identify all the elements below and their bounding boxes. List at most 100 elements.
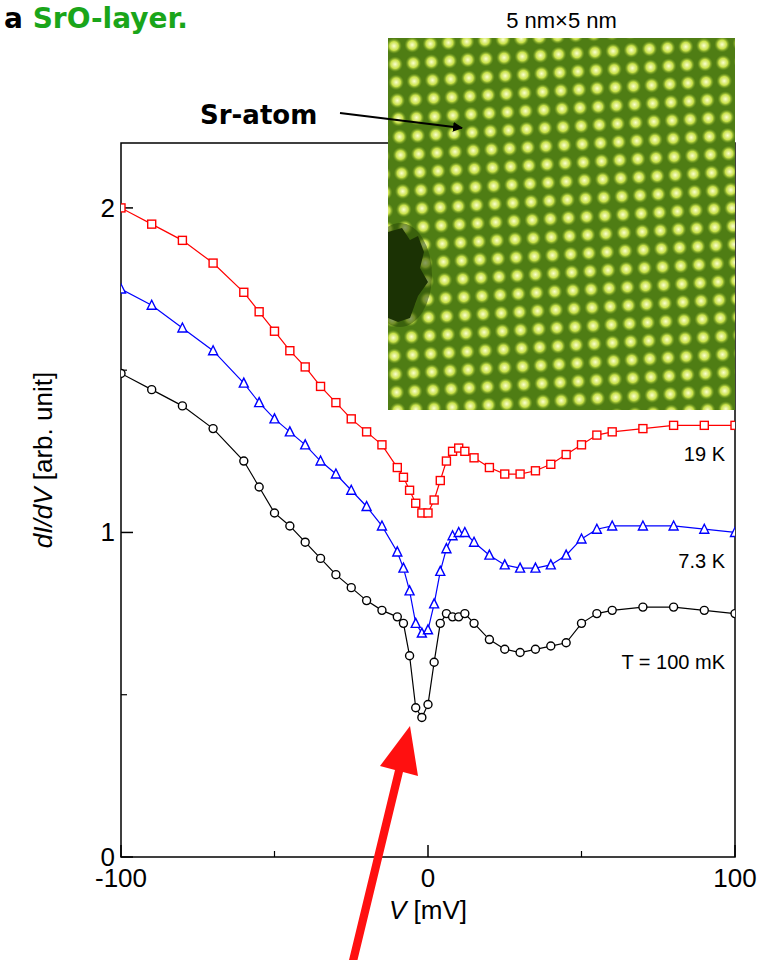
point: [301, 363, 309, 371]
lattice-spot: [588, 62, 604, 78]
lattice-spot: [650, 186, 666, 202]
point: [378, 606, 386, 614]
lattice-spot: [695, 329, 711, 345]
lattice-spot: [453, 235, 469, 251]
lattice-spot: [388, 74, 404, 90]
lattice-spot: [732, 327, 735, 343]
point: [670, 603, 678, 611]
point: [347, 584, 355, 592]
lattice-spot: [428, 127, 444, 143]
lattice-spot: [542, 211, 558, 227]
lattice-spot: [656, 277, 672, 293]
lattice-spot: [625, 78, 641, 94]
chart: -1000100012V [mV]dI/dV [arb. unit]19 K7.…: [0, 0, 771, 960]
lattice-spot: [491, 269, 507, 285]
lattice-spot: [570, 63, 586, 79]
lattice-spot: [552, 65, 568, 81]
point: [399, 473, 407, 481]
lattice-spot: [532, 339, 548, 355]
point: [731, 421, 735, 429]
series-label: 19 K: [684, 443, 726, 465]
lattice-spot: [426, 400, 442, 410]
lattice-spot: [623, 334, 639, 350]
lattice-spot: [532, 47, 548, 63]
lattice-spot: [477, 38, 493, 49]
point: [639, 603, 647, 611]
point: [460, 527, 469, 536]
lattice-spot: [664, 113, 680, 129]
lattice-spot: [704, 165, 720, 181]
lattice-spot: [589, 81, 605, 97]
lattice-spot: [617, 243, 633, 259]
point: [147, 300, 156, 309]
lattice-spot: [481, 105, 497, 121]
lattice-spot: [696, 38, 712, 54]
lattice-spot: [513, 322, 529, 338]
lattice-spot: [516, 85, 532, 101]
lattice-spot: [444, 89, 460, 105]
point: [399, 619, 407, 627]
lattice-spot: [548, 302, 564, 318]
lattice-spot: [422, 38, 438, 52]
lattice-spot: [425, 382, 441, 398]
lattice-spot: [690, 239, 706, 255]
lattice-spot: [488, 214, 504, 230]
lattice-spot: [494, 323, 510, 339]
lattice-spot: [531, 38, 547, 45]
lattice-spot: [462, 88, 478, 104]
lattice-spot: [394, 165, 410, 181]
lattice-spot: [429, 145, 445, 161]
point: [393, 613, 401, 621]
lattice-spot: [673, 258, 689, 274]
lattice-spot: [516, 377, 532, 393]
lattice-spot: [705, 183, 721, 199]
lattice-spot: [634, 224, 650, 240]
point: [639, 425, 647, 433]
lattice-spot: [606, 353, 622, 369]
point: [578, 441, 586, 449]
lattice-spot: [541, 193, 557, 209]
lattice-spot: [552, 374, 568, 390]
point: [399, 563, 408, 572]
lattice-spot: [405, 347, 421, 363]
point: [178, 236, 186, 244]
lattice-spot: [678, 39, 694, 55]
lattice-spot: [590, 99, 606, 115]
point: [406, 652, 414, 660]
lattice-spot: [408, 401, 424, 410]
series-label: T = 100 mK: [621, 651, 725, 673]
lattice-spot: [720, 127, 735, 143]
point: [669, 521, 678, 530]
lattice-spot: [445, 107, 461, 123]
point: [255, 483, 263, 491]
lattice-spot: [710, 274, 726, 290]
lattice-spot: [677, 331, 693, 347]
x-tick: [734, 845, 736, 857]
lattice-spot: [709, 256, 725, 272]
axis-label-part: [arb. unit]: [28, 372, 58, 488]
point: [121, 204, 125, 212]
point: [546, 560, 555, 569]
point: [418, 713, 426, 721]
lattice-spot: [457, 307, 473, 323]
point: [209, 346, 218, 355]
point: [271, 327, 279, 335]
lattice-spot: [549, 320, 565, 336]
lattice-spot: [614, 188, 630, 204]
lattice-spot: [632, 187, 648, 203]
lattice-spot: [653, 241, 669, 257]
inset-defect-halo: [388, 223, 432, 327]
lattice-spot: [389, 384, 405, 400]
lattice-spot: [571, 82, 587, 98]
lattice-spot: [644, 77, 660, 93]
lattice-spot: [581, 245, 597, 261]
lattice-spot: [718, 401, 734, 410]
point: [731, 527, 736, 536]
point: [316, 456, 325, 465]
lattice-spot: [723, 182, 735, 198]
lattice-spot: [434, 236, 450, 252]
point: [255, 398, 264, 407]
lattice-spot: [388, 38, 402, 54]
lattice-spot: [635, 242, 651, 258]
point: [731, 610, 735, 618]
